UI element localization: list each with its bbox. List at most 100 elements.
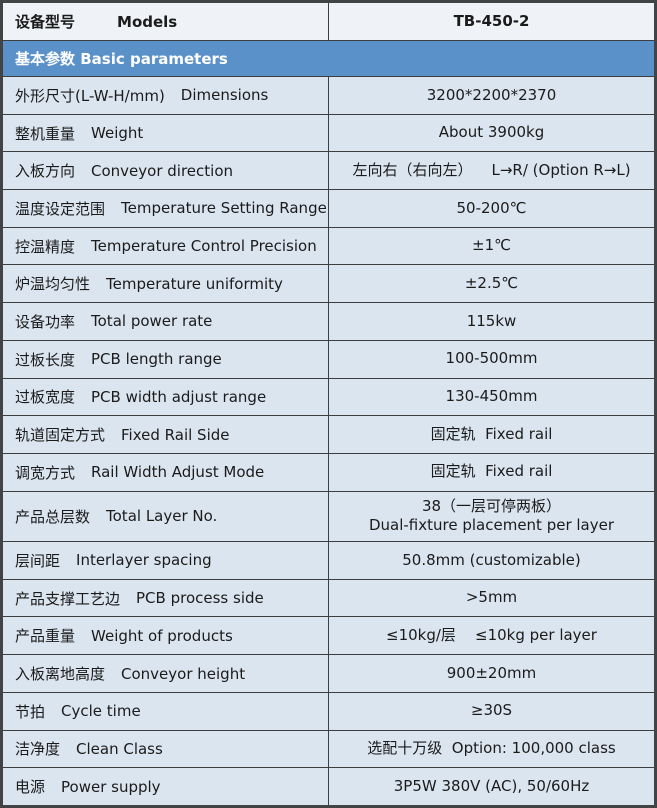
- row-label: 调宽方式 Rail Width Adjust Mode: [3, 454, 328, 491]
- table-row: 产品总层数 Total Layer No. 38（一层可停两板） Dual-fi…: [3, 490, 654, 542]
- row-label: 外形尺寸(L-W-H/mm) Dimensions: [3, 77, 328, 114]
- table-row: 炉温均匀性 Temperature uniformity ±2.5℃: [3, 264, 654, 303]
- param-label-en: Total Layer No.: [106, 507, 218, 526]
- param-label-en: Power supply: [61, 777, 161, 796]
- row-label: 过板长度 PCB length range: [3, 341, 328, 378]
- param-label-en: PCB process side: [136, 589, 264, 608]
- param-label-zh: 调宽方式: [15, 463, 76, 482]
- row-label: 控温精度 Temperature Control Precision: [3, 228, 328, 265]
- table-row: 层间距 Interlayer spacing 50.8mm (customiza…: [3, 541, 654, 579]
- param-label-en: PCB width adjust range: [91, 387, 267, 406]
- param-value: 38（一层可停两板） Dual-fixture placement per la…: [328, 491, 654, 542]
- model-header-cell: 设备型号 Models: [3, 3, 328, 40]
- param-label-en: Temperature Setting Range: [121, 199, 327, 218]
- param-label-en: Clean Class: [76, 739, 163, 758]
- table-row: 轨道固定方式 Fixed Rail Side 固定轨 Fixed rail: [3, 415, 654, 453]
- table-row: 设备功率 Total power rate 115kw: [3, 302, 654, 340]
- table-row: 外形尺寸(L-W-H/mm) Dimensions 3200*2200*2370: [3, 76, 654, 114]
- param-label-zh: 控温精度: [15, 237, 76, 256]
- table-row: 入板方向 Conveyor direction 左向右（右向左） L→R/ (O…: [3, 151, 654, 190]
- table-header-row: 设备型号 Models TB-450-2: [3, 3, 654, 40]
- param-label-zh: 外形尺寸(L-W-H/mm): [15, 86, 165, 105]
- row-label: 整机重量 Weight: [3, 115, 328, 152]
- row-label: 产品重量 Weight of products: [3, 617, 328, 654]
- model-label-zh: 设备型号: [15, 13, 76, 31]
- param-label-en: Temperature uniformity: [106, 274, 283, 293]
- param-label-zh: 炉温均匀性: [15, 275, 91, 294]
- param-label-zh: 温度设定范围: [15, 199, 106, 218]
- param-label-zh: 轨道固定方式: [15, 426, 106, 445]
- param-label-zh: 产品支撑工艺边: [15, 589, 121, 608]
- model-value-cell: TB-450-2: [328, 3, 654, 40]
- table-row: 过板宽度 PCB width adjust range 130-450mm: [3, 377, 654, 416]
- param-value: 固定轨 Fixed rail: [328, 453, 654, 491]
- param-label-en: Rail Width Adjust Mode: [91, 463, 265, 482]
- row-label: 产品支撑工艺边 PCB process side: [3, 580, 328, 617]
- param-value: ≥30S: [328, 692, 654, 730]
- param-label-zh: 产品总层数: [15, 507, 91, 526]
- param-label-zh: 过板长度: [15, 350, 76, 369]
- param-label-en: Dimensions: [180, 86, 269, 105]
- param-label-en: Cycle time: [61, 702, 141, 721]
- param-label-zh: 入板方向: [15, 162, 76, 181]
- row-label: 产品总层数 Total Layer No.: [3, 492, 328, 542]
- param-value: 选配十万级 Option: 100,000 class: [328, 730, 654, 768]
- param-value: 固定轨 Fixed rail: [328, 416, 654, 453]
- param-label-zh: 产品重量: [15, 627, 76, 646]
- param-value: 左向右（右向左） L→R/ (Option R→L): [328, 152, 654, 190]
- param-value: 115kw: [328, 303, 654, 340]
- param-label-en: PCB length range: [91, 350, 222, 369]
- param-label-zh: 洁净度: [15, 740, 61, 759]
- param-label-zh: 电源: [15, 778, 46, 797]
- param-label-zh: 入板离地高度: [15, 665, 106, 683]
- param-value: ±1℃: [328, 227, 654, 265]
- row-label: 洁净度 Clean Class: [3, 731, 328, 768]
- param-label-en: Temperature Control Precision: [91, 237, 317, 256]
- param-label-zh: 设备功率: [15, 312, 76, 331]
- row-label: 轨道固定方式 Fixed Rail Side: [3, 416, 328, 453]
- table-row: 过板长度 PCB length range 100-500mm: [3, 339, 654, 378]
- param-label-en: Weight of products: [91, 626, 233, 645]
- param-value: About 3900kg: [328, 114, 654, 152]
- table-row: 整机重量 Weight About 3900kg: [3, 113, 654, 152]
- param-label-en: Interlayer spacing: [76, 551, 212, 570]
- section-header: 基本参数 Basic parameters: [3, 40, 654, 76]
- param-label-en: Conveyor height: [121, 664, 246, 683]
- param-value: 130-450mm: [328, 378, 654, 416]
- model-label-en: Models: [117, 12, 178, 31]
- param-value: >5mm: [328, 579, 654, 617]
- table-row: 产品重量 Weight of products ≤10kg/层 ≤10kg pe…: [3, 616, 654, 655]
- row-label: 炉温均匀性 Temperature uniformity: [3, 265, 328, 302]
- param-value: 50.8mm (customizable): [328, 542, 654, 579]
- table-row: 节拍 Cycle time ≥30S: [3, 691, 654, 730]
- param-value: 100-500mm: [328, 340, 654, 378]
- row-label: 节拍 Cycle time: [3, 693, 328, 730]
- table-row: 洁净度 Clean Class 选配十万级 Option: 100,000 cl…: [3, 729, 654, 768]
- param-label-en: Weight: [91, 124, 144, 143]
- table-row: 温度设定范围 Temperature Setting Range 50-200℃: [3, 189, 654, 227]
- param-label-en: Total power rate: [91, 312, 213, 331]
- param-value: 3200*2200*2370: [328, 77, 654, 114]
- param-label-en: Conveyor direction: [91, 161, 234, 180]
- param-value: ±2.5℃: [328, 265, 654, 303]
- param-value: 50-200℃: [328, 190, 654, 227]
- param-value: 900±20mm: [328, 655, 654, 692]
- row-label: 入板离地高度 Conveyor height: [3, 655, 328, 692]
- param-label-zh: 过板宽度: [15, 388, 76, 407]
- param-label-zh: 节拍: [15, 702, 46, 721]
- param-label-zh: 整机重量: [15, 124, 76, 143]
- param-value: ≤10kg/层 ≤10kg per layer: [328, 617, 654, 655]
- row-label: 电源 Power supply: [3, 768, 328, 805]
- param-value: 3P5W 380V (AC), 50/60Hz: [328, 768, 654, 805]
- table-row: 入板离地高度 Conveyor height 900±20mm: [3, 654, 654, 692]
- row-label: 温度设定范围 Temperature Setting Range: [3, 190, 328, 227]
- table-row: 电源 Power supply 3P5W 380V (AC), 50/60Hz: [3, 767, 654, 805]
- table-row: 产品支撑工艺边 PCB process side >5mm: [3, 578, 654, 617]
- param-label-zh: 层间距: [15, 551, 61, 570]
- row-label: 过板宽度 PCB width adjust range: [3, 379, 328, 416]
- row-label: 入板方向 Conveyor direction: [3, 152, 328, 189]
- row-label: 层间距 Interlayer spacing: [3, 542, 328, 579]
- table-row: 调宽方式 Rail Width Adjust Mode 固定轨 Fixed ra…: [3, 452, 654, 491]
- param-label-en: Fixed Rail Side: [121, 425, 230, 444]
